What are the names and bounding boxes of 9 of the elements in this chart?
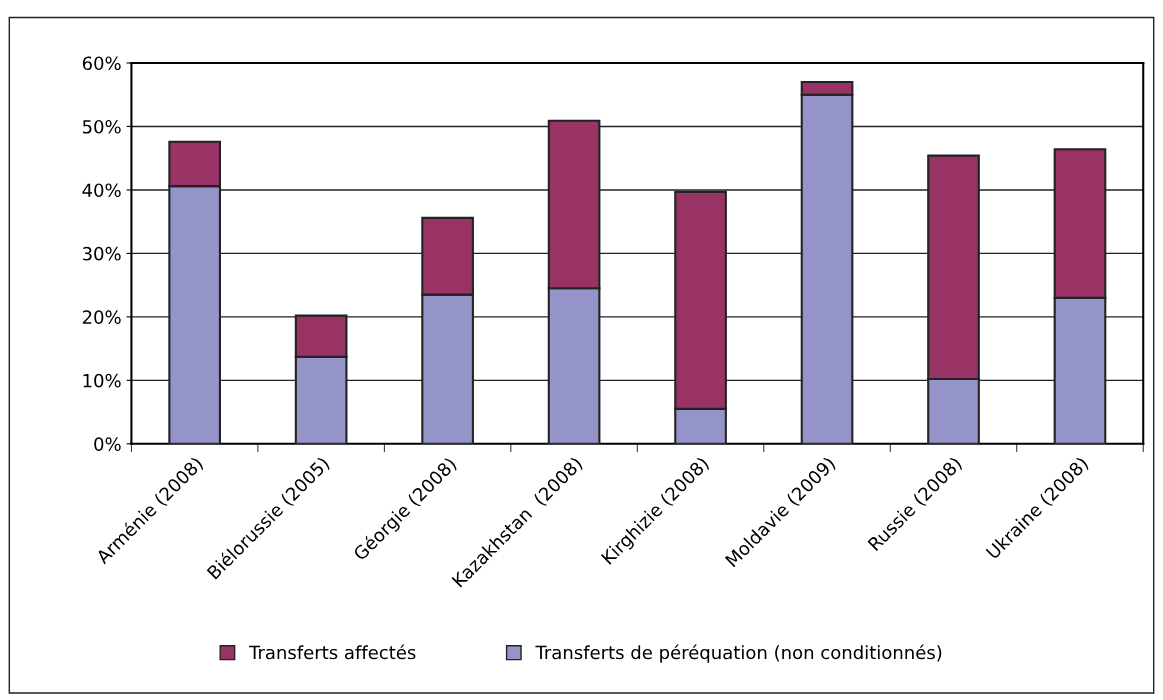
y-tick-label: 40% xyxy=(82,183,121,198)
y-tick-label: 10% xyxy=(83,373,121,388)
y-tick-label: 60% xyxy=(82,56,121,71)
y-tick-label: 0% xyxy=(94,437,121,451)
legend-label: Transferts affectés xyxy=(249,644,416,660)
y-tick-label: 20% xyxy=(82,310,121,324)
y-tick-label: 30% xyxy=(82,246,121,261)
legend-label: Transferts de péréquation (non conditionnés) xyxy=(535,644,942,663)
y-tick-label: 50% xyxy=(82,119,121,134)
